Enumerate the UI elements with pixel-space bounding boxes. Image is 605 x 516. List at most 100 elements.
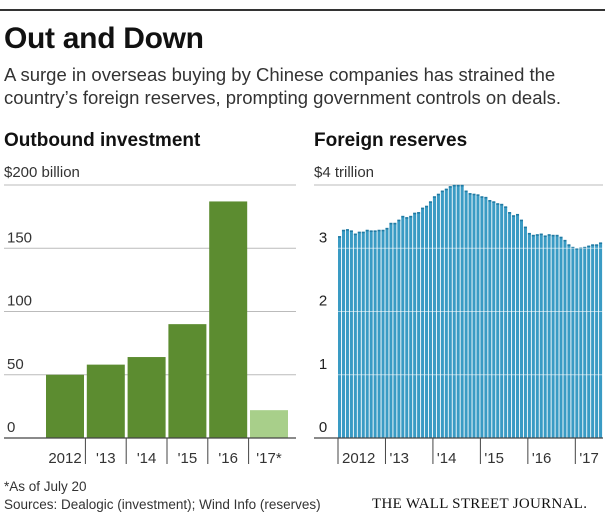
y-tick-label: 100: [7, 293, 32, 310]
reserves-bar: [551, 235, 555, 438]
y-tick-label: 1: [319, 356, 327, 373]
page-subtitle: A surge in overseas buying by Chinese co…: [4, 64, 561, 108]
reserves-bar: [468, 193, 472, 438]
reserves-bar: [448, 186, 452, 438]
reserves-chart-title: Foreign reserves: [314, 130, 468, 151]
reserves-bar: [377, 230, 381, 438]
reserves-bar: [547, 234, 551, 438]
x-tick-label: '15: [178, 450, 198, 467]
x-tick-label: '13: [96, 450, 116, 467]
x-tick-label: '14: [137, 450, 157, 467]
y-tick-label: 0: [319, 419, 327, 436]
investment-bar: [86, 364, 125, 438]
publisher-credit: THE WALL STREET JOURNAL.: [372, 496, 588, 512]
y-axis-unit-label: $200 billion: [4, 164, 80, 181]
reserves-bar: [405, 217, 409, 438]
top-rule: [0, 9, 605, 11]
investment-bar: [46, 374, 84, 438]
reserves-bar: [464, 191, 468, 438]
reserves-bar: [373, 231, 377, 438]
investment-bar: [250, 410, 288, 438]
reserves-bar: [567, 245, 571, 438]
reserves-bar: [535, 234, 539, 438]
reserves-bar: [365, 230, 369, 438]
reserves-bar: [381, 230, 385, 438]
investment-bar: [168, 324, 207, 438]
reserves-bar: [515, 214, 520, 438]
reserves-bar: [579, 248, 583, 438]
reserves-bar: [421, 208, 425, 438]
y-tick-label: 3: [319, 229, 327, 246]
reserves-bar: [341, 230, 346, 438]
y-tick-label: 50: [7, 356, 24, 373]
reserves-bar: [480, 197, 484, 438]
reserves-bar: [500, 204, 504, 438]
reserves-bar: [436, 194, 440, 438]
investment-chart-title: Outbound investment: [4, 130, 201, 151]
reserves-bar: [393, 223, 397, 438]
reserves-bar: [385, 228, 389, 438]
reserves-bar: [488, 200, 492, 438]
reserves-bar: [432, 197, 436, 438]
reserves-bar: [523, 227, 527, 438]
reserves-bar: [559, 237, 563, 438]
reserves-bar: [417, 212, 421, 438]
reserves-bar: [563, 240, 567, 438]
investment-chart: $200 billion 0 50 100 150 2012 '13 '14 '15 '16 '17…: [4, 164, 296, 467]
sources-note: Sources: Dealogic (investment); Wind Inf…: [4, 497, 321, 512]
x-tick-label: '14: [437, 450, 457, 467]
reserves-bar: [587, 246, 591, 438]
investment-bar: [127, 357, 166, 438]
x-tick-label: '16: [218, 450, 238, 467]
footnote-partial-year: *As of July 20: [4, 479, 87, 494]
reserves-bar: [345, 229, 349, 438]
reserves-bar: [361, 232, 365, 438]
reserves-bar: [357, 232, 361, 438]
reserves-bar: [409, 216, 413, 438]
reserves-bar: [349, 231, 353, 438]
reserves-bar: [425, 206, 429, 438]
reserves-bar: [496, 203, 500, 438]
x-tick-label: '15: [484, 450, 504, 467]
reserves-bar: [389, 223, 393, 438]
y-tick-label: 0: [7, 419, 15, 436]
y-tick-label: 150: [7, 229, 32, 246]
reserves-bar: [512, 215, 516, 438]
x-tick-label: 2012: [342, 450, 375, 467]
reserves-bar: [413, 213, 417, 438]
reserves-bar: [444, 189, 448, 438]
reserves-bar: [369, 231, 373, 438]
x-tick-label: '13: [389, 450, 409, 467]
page-title: Out and Down: [4, 22, 204, 55]
reserves-bar: [539, 234, 543, 438]
reserves-bar: [401, 216, 405, 438]
reserves-bar: [484, 197, 488, 438]
reserves-bar: [555, 235, 559, 438]
reserves-bar: [428, 202, 433, 438]
investment-bar: [209, 201, 248, 438]
reserves-bar: [575, 248, 579, 438]
x-tick-label: 2012: [48, 450, 81, 467]
reserves-bar: [599, 243, 603, 438]
x-tick-label: '17*: [256, 450, 282, 467]
reserves-bar: [472, 194, 476, 438]
reserves-bar: [591, 245, 595, 438]
footnotes: *As of July 20 Sources: Dealogic (invest…: [4, 478, 321, 514]
reserves-bar: [476, 195, 480, 438]
y-tick-label: 2: [319, 293, 327, 310]
reserves-chart: $4 trillion 0 1 2 3 2012 '13 '14 '15 '16 '17: [314, 164, 603, 467]
reserves-bar: [504, 207, 508, 438]
reserves-bar: [353, 234, 357, 438]
reserves-bar: [508, 212, 512, 438]
x-tick-label: '17: [579, 450, 599, 467]
reserves-bar: [397, 220, 401, 438]
reserves-bar: [519, 220, 523, 438]
reserves-bar: [543, 236, 547, 438]
reserves-bar: [583, 247, 587, 438]
reserves-bar: [527, 233, 531, 438]
y-axis-unit-label: $4 trillion: [314, 164, 374, 181]
reserves-bar: [595, 245, 599, 438]
reserves-bar: [571, 247, 575, 438]
reserves-bar: [338, 236, 342, 438]
